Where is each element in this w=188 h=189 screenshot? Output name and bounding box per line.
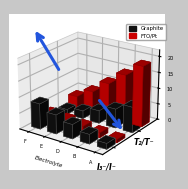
X-axis label: Electrolyte: Electrolyte [33,155,63,168]
Legend: Graphite, FTO/Pt: Graphite, FTO/Pt [127,24,166,40]
